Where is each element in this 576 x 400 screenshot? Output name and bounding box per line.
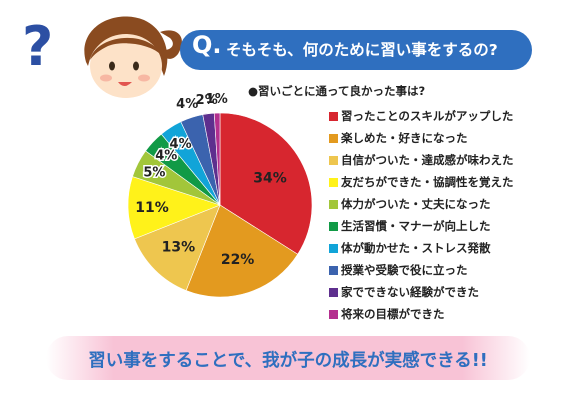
slice-label: 22% [221, 252, 255, 268]
legend-label: 授業や受験で役に立った [341, 263, 468, 277]
legend-item: 将来の目標ができた [329, 303, 514, 325]
slice-label: 4% [176, 97, 198, 112]
legend-label: 楽しめた・好きになった [341, 131, 468, 145]
slice-label: 5% [143, 166, 165, 181]
legend-swatch [329, 133, 338, 143]
legend-swatch [329, 111, 338, 121]
legend-item: 楽しめた・好きになった [329, 127, 514, 149]
slice-label: 4% [170, 137, 192, 152]
legend-swatch [329, 155, 338, 165]
chart-title: ●習いごとに通って良かった事は? [248, 84, 426, 98]
legend-item: 授業や受験で役に立った [329, 259, 514, 281]
legend-label: 体力がついた・丈夫になった [341, 197, 491, 211]
legend-swatch [329, 177, 338, 187]
legend-item: 生活習慣・マナーが向上した [329, 215, 514, 237]
legend-swatch [329, 199, 338, 209]
legend-item: 体力がついた・丈夫になった [329, 193, 514, 215]
legend-swatch [329, 309, 338, 319]
legend-item: 友だちができた・協調性を覚えた [329, 171, 514, 193]
legend-item: 習ったことのスキルがアップした [329, 105, 514, 127]
legend-item: 体が動かせた・ストレス発散 [329, 237, 514, 259]
legend-label: 生活習慣・マナーが向上した [341, 219, 491, 233]
legend-swatch [329, 265, 338, 275]
pie-slice [185, 204, 299, 298]
legend-item: 家でできない経験ができた [329, 281, 514, 303]
legend-label: 自信がついた・達成感が味わえた [341, 153, 514, 167]
slice-label: 13% [162, 240, 196, 256]
chart-legend: 習ったことのスキルがアップした 楽しめた・好きになった自信がついた・達成感が味わえ… [329, 105, 514, 325]
legend-swatch [329, 243, 338, 253]
legend-label: 体が動かせた・ストレス発散 [341, 241, 491, 255]
slice-label: 1% [206, 92, 228, 107]
girl-face-icon [84, 16, 182, 98]
question-text: そもそも、何のために習い事をするの? [226, 41, 498, 59]
legend-swatch [329, 287, 338, 297]
pie-slice [213, 112, 221, 206]
question-mark-icon: ? [22, 15, 54, 78]
legend-item: 自信がついた・達成感が味わえた [329, 149, 514, 171]
legend-label: 友だちができた・協調性を覚えた [341, 175, 514, 189]
slice-label: 4% [155, 149, 177, 164]
slice-label: 2% [196, 93, 218, 108]
slice-label: 34% [253, 171, 287, 187]
footer-banner [46, 336, 530, 380]
legend-label: 家でできない経験ができた [341, 285, 479, 299]
legend-label: 習ったことのスキルがアップした [341, 109, 514, 123]
legend-label: 将来の目標ができた [341, 307, 445, 321]
footer-message: 習い事をすることで、我が子の成長が実感できる!! [88, 351, 488, 371]
legend-swatch [329, 221, 338, 231]
pie-slice [219, 112, 313, 255]
question-bubble [180, 30, 532, 70]
pie-chart: 34%22%13%11%5%4%4%4%2%1% [127, 92, 313, 298]
question-letter: Q. [192, 31, 222, 59]
slice-label: 11% [135, 200, 169, 216]
pie-slice [134, 204, 221, 291]
